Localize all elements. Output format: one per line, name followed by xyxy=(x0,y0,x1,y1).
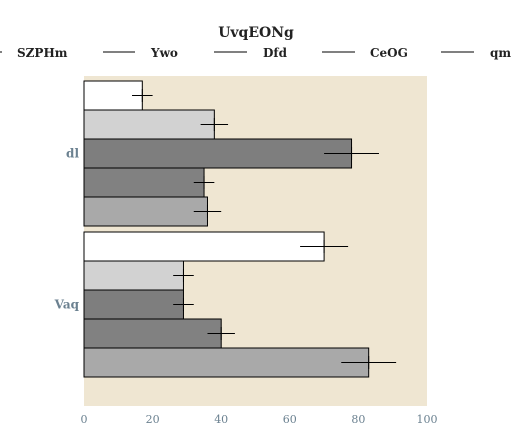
legend-label-CeOG: CeOG xyxy=(370,46,408,60)
bar-Ywo-dl xyxy=(83,109,215,140)
category-labels: dl Vaq xyxy=(54,147,80,312)
chart-title: UvqEONg xyxy=(218,25,294,41)
legend-label-qm: qm xyxy=(490,46,511,60)
x-tick-label-0: 0 xyxy=(81,413,88,426)
category-label-Vaq: Vaq xyxy=(54,298,80,312)
bar-Dfd-dl xyxy=(83,138,353,169)
bar-SZPHm-Vaq xyxy=(83,231,325,262)
x-tick-label-40: 40 xyxy=(214,413,228,426)
bar-CeOG-Vaq xyxy=(83,318,222,349)
bar-qm-Vaq xyxy=(83,347,370,378)
bar-Ywo-Vaq xyxy=(83,260,184,291)
x-axis-ticks: 0 20 40 60 80 100 xyxy=(81,413,438,426)
bars xyxy=(83,80,397,378)
x-tick-label-100: 100 xyxy=(417,413,438,426)
category-label-dl: dl xyxy=(66,147,79,161)
x-tick-label-20: 20 xyxy=(146,413,160,426)
legend-label-SZPHm: SZPHm xyxy=(17,46,68,60)
x-tick-label-80: 80 xyxy=(351,413,365,426)
bar-Dfd-Vaq xyxy=(83,289,184,320)
bar-CeOG-dl xyxy=(83,167,205,198)
legend-label-Dfd: Dfd xyxy=(263,46,288,60)
x-tick-label-60: 60 xyxy=(283,413,297,426)
legend-label-Ywo: Ywo xyxy=(150,46,178,60)
legend: SZPHm Ywo Dfd CeOG qm xyxy=(0,46,511,60)
bar-qm-dl xyxy=(83,196,208,227)
